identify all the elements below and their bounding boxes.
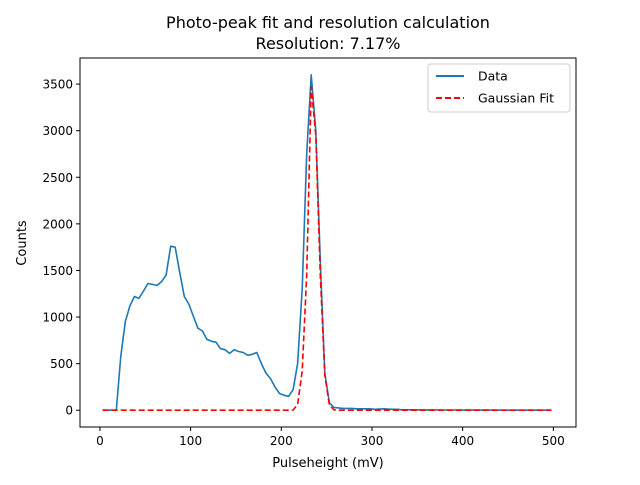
y-axis-label: Counts bbox=[15, 220, 30, 266]
gaussian-fit-line bbox=[102, 86, 552, 412]
x-tick-label: 200 bbox=[270, 434, 293, 448]
y-tick-label: 2000 bbox=[42, 217, 73, 231]
y-tick-label: 3000 bbox=[42, 124, 73, 138]
axes-frame bbox=[79, 57, 577, 428]
y-tick-label: 500 bbox=[50, 357, 73, 371]
y-tick-label: 3500 bbox=[42, 78, 73, 92]
x-tick-label: 400 bbox=[451, 434, 474, 448]
legend-label-data: Data bbox=[478, 69, 508, 84]
y-tick-label: 1500 bbox=[42, 264, 73, 278]
x-tick-label: 100 bbox=[179, 434, 202, 448]
x-axis: 0 100 200 300 400 500 bbox=[96, 427, 565, 448]
plot-area bbox=[102, 74, 552, 412]
y-tick-label: 2500 bbox=[42, 171, 73, 185]
x-tick-label: 300 bbox=[361, 434, 384, 448]
legend-label-gaussian-fit: Gaussian Fit bbox=[478, 91, 554, 106]
x-tick-label: 0 bbox=[96, 434, 104, 448]
y-tick-label: 1000 bbox=[42, 311, 73, 325]
y-tick-label: 0 bbox=[65, 404, 73, 418]
legend: Data Gaussian Fit bbox=[427, 63, 571, 113]
x-tick-label: 500 bbox=[542, 434, 565, 448]
chart-title: Photo-peak fit and resolution calculatio… bbox=[166, 13, 490, 32]
y-axis: 0 500 1000 1500 2000 2500 3000 3500 bbox=[42, 78, 80, 418]
chart-subtitle: Resolution: 7.17% bbox=[256, 34, 401, 53]
x-axis-label: Pulseheight (mV) bbox=[272, 456, 384, 471]
